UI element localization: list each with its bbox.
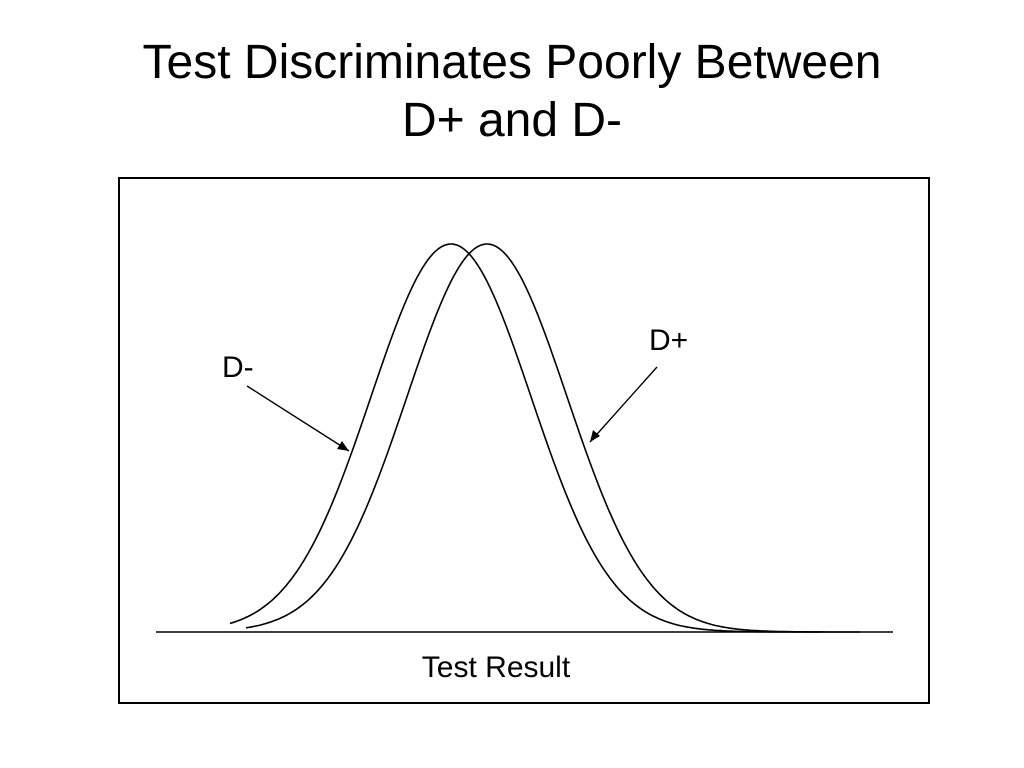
title-line-1: Test Discriminates Poorly Between	[142, 36, 882, 89]
d-minus-arrow-head	[337, 441, 349, 451]
diagram-frame	[118, 177, 930, 704]
slide-title: Test Discriminates Poorly Between D+ and…	[0, 34, 1024, 150]
d-plus-curve	[245, 243, 860, 633]
x-axis-label: Test Result	[422, 651, 571, 684]
d-plus-label: D+	[649, 324, 688, 357]
d-minus-label: D-	[222, 351, 254, 384]
d-minus-arrow-line	[246, 385, 350, 452]
d-plus-arrow-head	[590, 430, 600, 442]
d-minus-curve	[229, 243, 820, 633]
d-plus-arrow-line	[589, 366, 658, 443]
title-line-2: D+ and D-	[401, 94, 623, 147]
